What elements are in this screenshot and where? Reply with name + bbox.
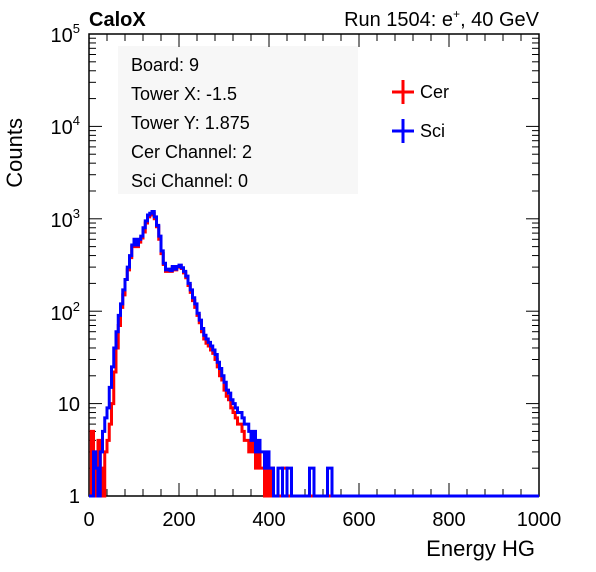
header-right-suffix: , 40 GeV [460, 9, 540, 31]
legend-label-sci: Sci [420, 121, 445, 141]
series-line-cer [89, 211, 539, 498]
y-tick-base: 10 [51, 210, 73, 232]
y-tick-label: 10 [58, 394, 80, 416]
x-tick-label: 400 [252, 509, 285, 531]
info-line: Sci Channel: 0 [131, 171, 248, 191]
y-axis-title: Counts [2, 118, 27, 188]
y-tick-label: 1 [69, 486, 80, 508]
x-tick-label: 1000 [517, 509, 562, 531]
x-axis-title: Energy HG [426, 536, 535, 561]
y-tick-exp: 4 [73, 113, 80, 128]
y-tick-base: 10 [51, 25, 73, 47]
y-tick-base: 10 [51, 303, 73, 325]
info-line: Cer Channel: 2 [131, 142, 252, 162]
info-box [118, 46, 358, 194]
y-tick-exp: 2 [73, 299, 80, 314]
legend-entry-cer: Cer [392, 80, 449, 104]
y-tick-base: 10 [51, 117, 73, 139]
y-tick-exp: 5 [73, 21, 80, 36]
info-line: Board: 9 [131, 55, 199, 75]
header-right: Run 1504: e+, 40 GeV [344, 7, 540, 31]
series-line-sci [89, 209, 539, 498]
axis-ticks [88, 33, 540, 497]
header-right-sup: + [453, 7, 460, 21]
y-tick-label: 104 [51, 113, 80, 139]
legend-entry-sci: Sci [392, 119, 445, 143]
legend-label-cer: Cer [420, 82, 449, 102]
legend: Cer Sci [392, 80, 449, 143]
y-tick-base: 1 [69, 486, 80, 508]
data-series [89, 209, 539, 498]
x-tick-label: 600 [342, 509, 375, 531]
y-tick-base: 10 [58, 394, 80, 416]
y-tick-label: 105 [51, 21, 80, 47]
header-right-prefix: Run 1504: e [344, 9, 453, 31]
header-left: CaloX [89, 9, 146, 31]
info-line: Tower Y: 1.875 [131, 113, 250, 133]
x-tick-label: 0 [83, 509, 94, 531]
y-tick-label: 103 [51, 206, 80, 232]
y-tick-label: 102 [51, 299, 80, 325]
y-tick-exp: 3 [73, 206, 80, 221]
x-tick-label: 200 [162, 509, 195, 531]
x-tick-label: 800 [432, 509, 465, 531]
info-line: Tower X: -1.5 [131, 84, 237, 104]
